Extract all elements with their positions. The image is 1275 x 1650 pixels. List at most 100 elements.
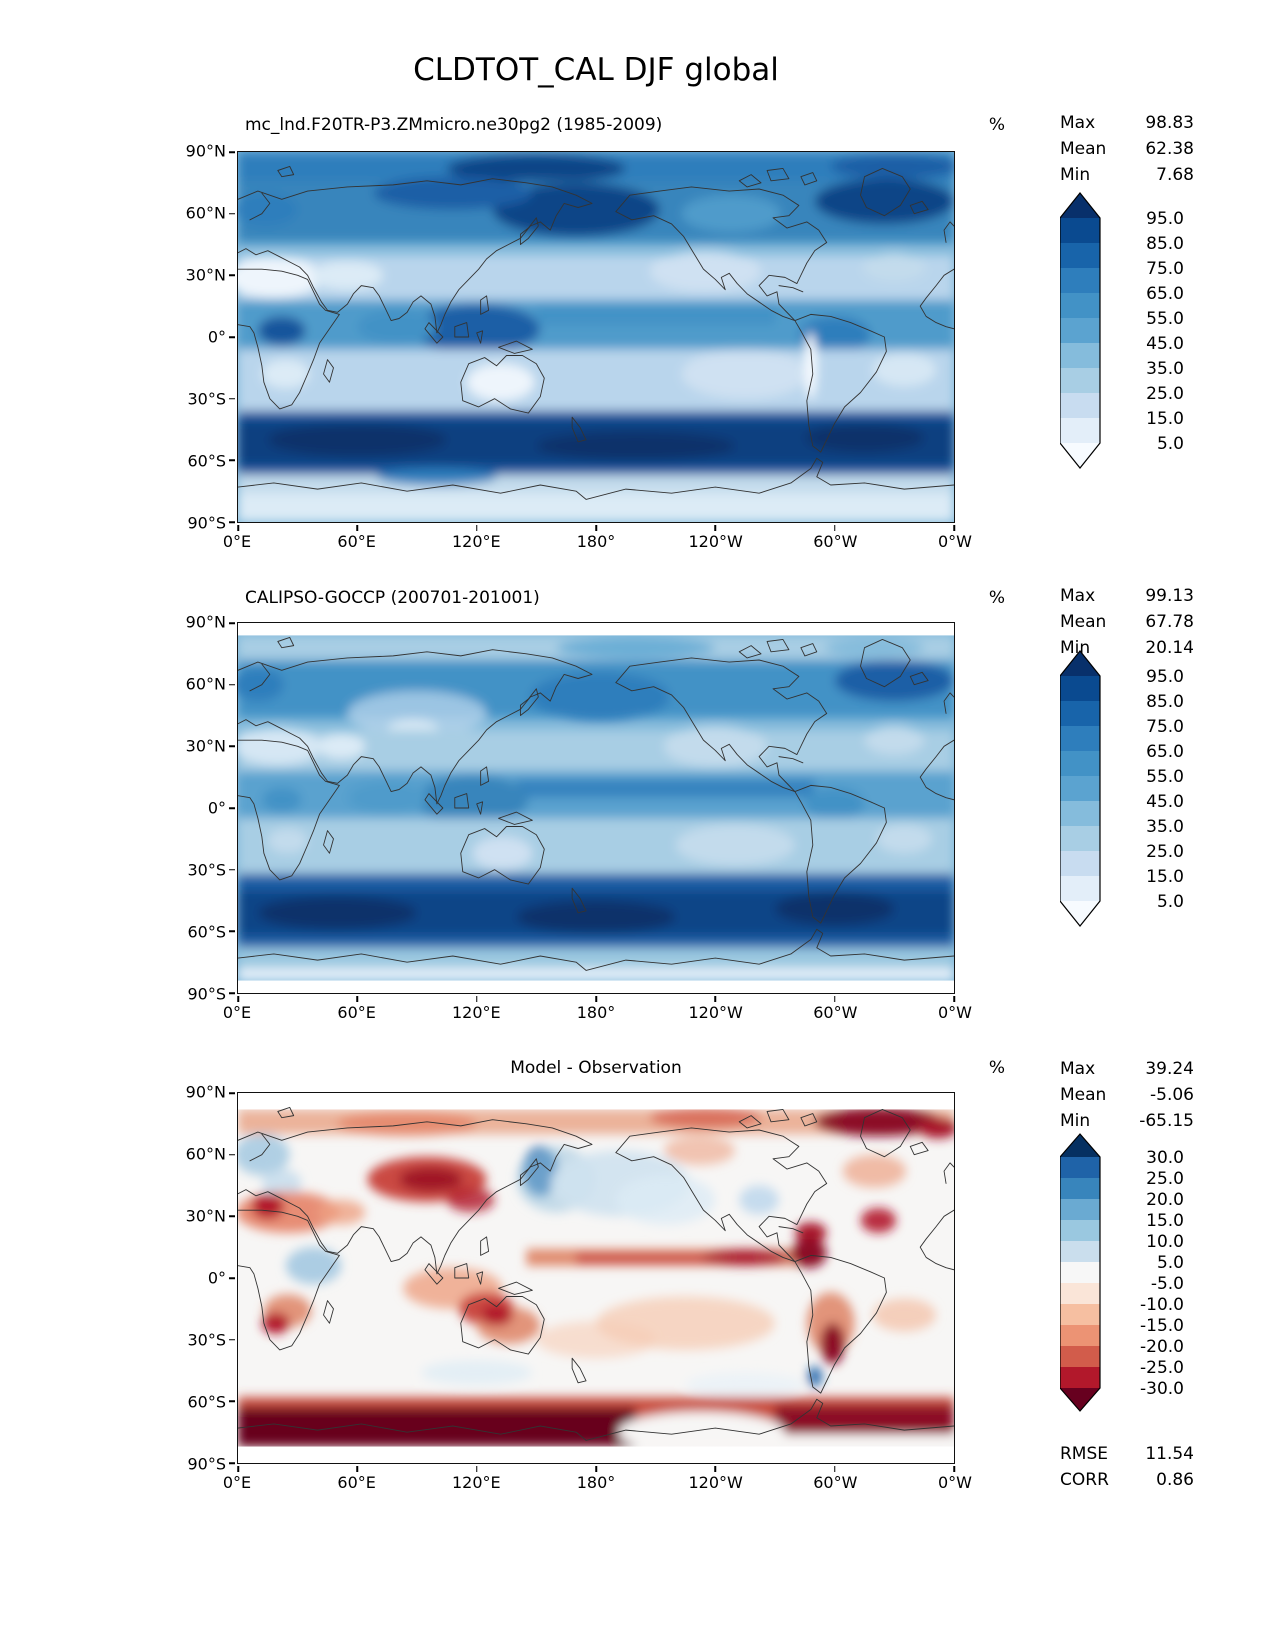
y-tick-mark	[229, 151, 235, 153]
stat-corr: CORR 0.86	[1060, 1467, 1194, 1493]
y-tick-label: 90°N	[185, 141, 226, 161]
stat-min-label: Min	[1060, 638, 1091, 658]
y-tick-label: 90°S	[187, 984, 226, 1004]
panel1-y-axis: 90°N 60°N 30°N 0° 30°S 60°S 90°S	[140, 142, 226, 533]
y-tick-mark	[229, 274, 235, 277]
x-tick-label: 0°W	[938, 532, 972, 551]
colorbar-tick-label: -25.0	[1140, 1358, 1184, 1378]
y-tick-mark	[229, 1153, 235, 1156]
panel1-x-axis: 0°E 60°E 120°E 180° 120°W 60°W 0°W	[223, 530, 972, 552]
panel2-y-axis: 90°N 60°N 30°N 0° 30°S 60°S 90°S	[140, 613, 226, 1004]
y-tick-mark	[229, 1400, 235, 1403]
y-tick-label: 30°N	[185, 1206, 226, 1226]
stat-max-value: 39.24	[1145, 1059, 1194, 1079]
y-tick-label: 30°S	[187, 1330, 226, 1350]
panel1-stats: Max 98.83 Mean 62.38 Min 7.68	[1060, 110, 1194, 188]
colorbar-tick-label: -15.0	[1140, 1316, 1184, 1336]
colorbar-tick-label: -20.0	[1140, 1337, 1184, 1357]
x-tick-label: 60°E	[337, 1003, 376, 1022]
colorbar-tick-label: 35.0	[1146, 359, 1184, 379]
panel2-contour-layers	[238, 635, 954, 981]
colorbar-tick-label: 10.0	[1146, 1232, 1184, 1252]
stat-mean-value: 67.78	[1145, 612, 1194, 632]
colorbar-tick-label: 45.0	[1146, 792, 1184, 812]
colorbar-tick-label: 30.0	[1146, 1148, 1184, 1168]
x-tick-mark	[237, 996, 239, 1002]
y-tick-label: 0°	[207, 327, 226, 347]
colorbar-tick-label: 25.0	[1146, 1169, 1184, 1189]
stat-min-value: -65.15	[1139, 1111, 1194, 1131]
colorbar-tick-label: 15.0	[1146, 867, 1184, 887]
stat-min-value: 7.68	[1156, 165, 1194, 185]
colorbar-svg: 95.0 85.0 75.0 65.0 55.0 45.0 35.0 25.0 15.0 5.0	[1059, 192, 1184, 469]
y-tick-label: 30°S	[187, 860, 226, 880]
panel2-map	[229, 622, 955, 1002]
x-tick-mark	[356, 996, 359, 1002]
x-tick-label: 60°E	[337, 1473, 376, 1492]
colorbar-tick-label: 15.0	[1146, 409, 1184, 429]
x-tick-label: 120°W	[688, 1473, 743, 1492]
y-tick-label: 90°S	[187, 1454, 226, 1474]
y-tick-mark	[229, 1462, 235, 1464]
x-tick-mark	[475, 525, 478, 531]
panel3-y-axis: 90°N 60°N 30°N 0° 30°S 60°S 90°S	[140, 1083, 226, 1474]
panel2-units-label: %	[988, 588, 1005, 608]
colorbar-tick-label: 5.0	[1157, 1253, 1184, 1273]
colorbar-tick-label: 75.0	[1146, 259, 1184, 279]
y-tick-mark	[229, 1092, 235, 1094]
stat-mean: Mean 67.78	[1060, 609, 1194, 635]
colorbar-tick-label: 55.0	[1146, 309, 1184, 329]
colorbar-tick-label: 5.0	[1157, 434, 1184, 454]
y-tick-mark	[229, 212, 235, 215]
x-tick-label: 60°W	[813, 532, 858, 551]
y-tick-label: 60°N	[185, 203, 226, 223]
stat-mean: Mean 62.38	[1060, 136, 1194, 162]
y-tick-label: 60°N	[185, 1144, 226, 1164]
stat-max: Max 98.83	[1060, 110, 1194, 136]
stat-min-label: Min	[1060, 165, 1091, 185]
y-tick-mark	[229, 868, 235, 871]
stat-min: Min 20.14	[1060, 635, 1194, 661]
y-tick-label: 60°S	[187, 922, 226, 942]
stat-max-value: 99.13	[1145, 586, 1194, 606]
x-tick-mark	[356, 525, 359, 531]
panel3-map-art	[238, 1093, 954, 1463]
x-tick-label: 180°	[576, 1003, 616, 1022]
figure-title: CLDTOT_CAL DJF global	[413, 52, 779, 88]
stat-max-value: 98.83	[1145, 113, 1194, 133]
colorbar-tick-label: -30.0	[1140, 1379, 1184, 1399]
stat-min-value: 20.14	[1145, 638, 1194, 658]
stat-min: Min -65.15	[1060, 1108, 1194, 1134]
x-tick-mark	[833, 1466, 836, 1472]
y-tick-mark	[229, 1215, 235, 1218]
stat-max-label: Max	[1060, 586, 1096, 606]
stat-max: Max 99.13	[1060, 583, 1194, 609]
y-tick-mark	[229, 1338, 235, 1341]
stat-max-label: Max	[1060, 1059, 1096, 1079]
stat-mean-label: Mean	[1060, 139, 1107, 159]
colorbar-tick-label: 20.0	[1146, 1190, 1184, 1210]
stat-mean: Mean -5.06	[1060, 1082, 1194, 1108]
x-tick-label: 120°E	[452, 1003, 501, 1022]
x-tick-mark	[595, 525, 597, 531]
y-tick-label: 90°S	[187, 513, 226, 533]
panel3-stats: Max 39.24 Mean -5.06 Min -65.15	[1060, 1056, 1194, 1134]
y-tick-mark	[229, 745, 235, 748]
panel3-title: Model - Observation	[510, 1058, 682, 1078]
y-tick-mark	[229, 459, 235, 462]
x-tick-mark	[356, 1466, 359, 1472]
y-tick-label: 30°N	[185, 736, 226, 756]
y-tick-mark	[229, 622, 235, 624]
panel3-contour-layers	[238, 1107, 954, 1453]
panel1-contour-layers	[238, 152, 954, 522]
x-tick-label: 180°	[576, 532, 616, 551]
colorbar-svg: 30.025.020.015.010.05.0-5.0-10.0-15.0-20…	[1059, 1133, 1184, 1412]
panel2-map-art	[238, 623, 954, 993]
x-tick-label: 0°W	[938, 1473, 972, 1492]
x-tick-mark	[714, 525, 717, 531]
x-tick-mark	[714, 1466, 717, 1472]
x-tick-label: 0°E	[222, 532, 252, 551]
x-tick-mark	[953, 525, 955, 531]
y-tick-label: 60°S	[187, 1392, 226, 1412]
